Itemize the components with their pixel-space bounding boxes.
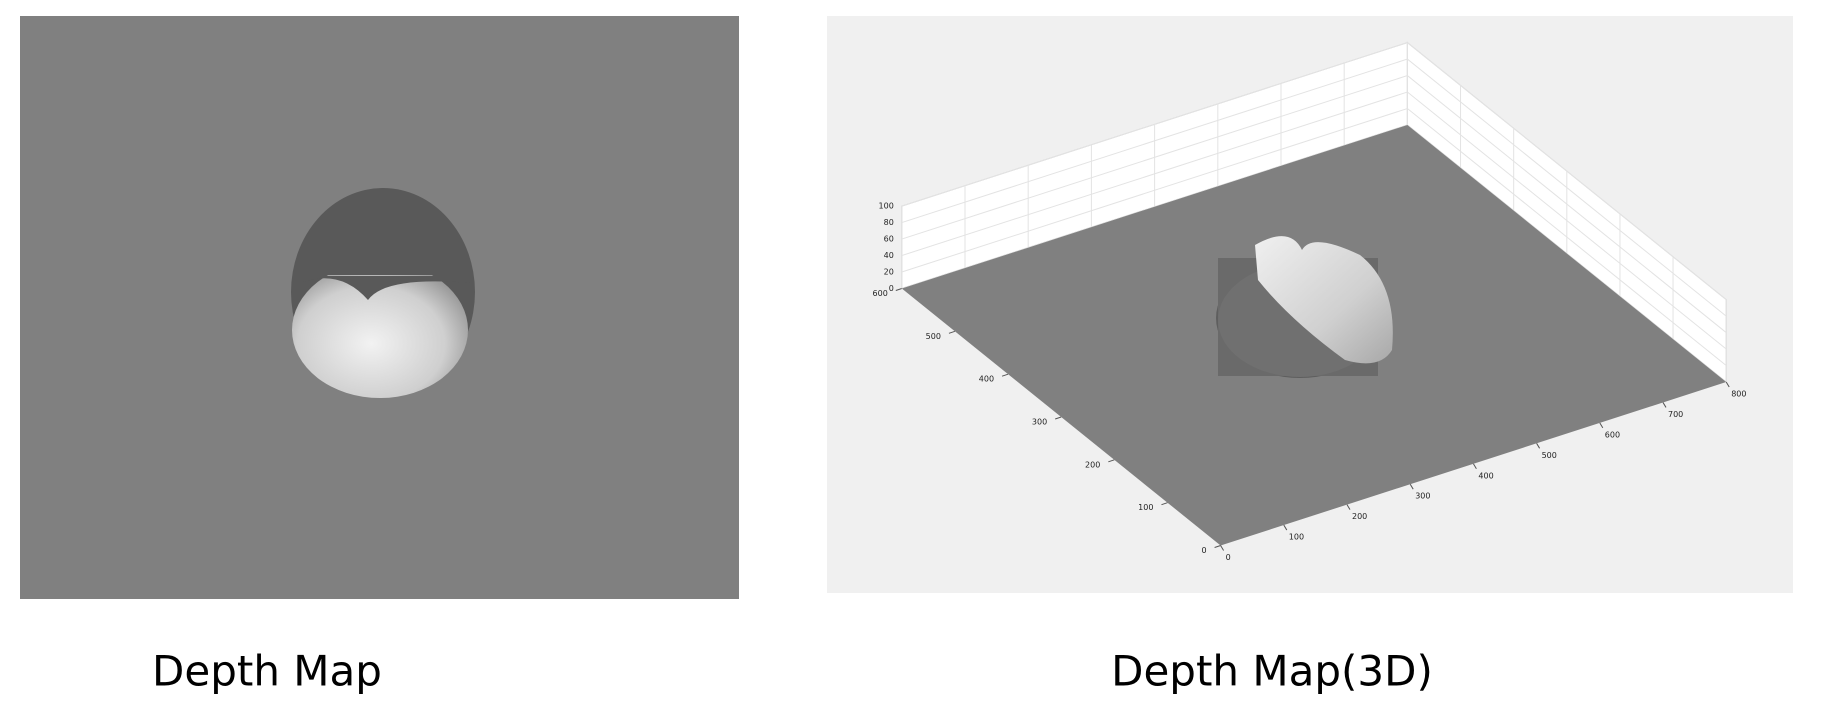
z-tick-label: 60 <box>884 235 894 244</box>
tick-mark <box>1283 524 1288 531</box>
x-tick-label: 700 <box>1668 410 1683 419</box>
y-tick-label: 300 <box>1032 418 1047 427</box>
tick-mark <box>1536 443 1541 449</box>
tick-mark <box>1599 422 1604 429</box>
y-tick-label: 500 <box>926 332 941 341</box>
tick-mark <box>1055 416 1062 420</box>
x-tick-label: 400 <box>1478 471 1493 480</box>
surface-plot: 0100200300400500600700800010020030040050… <box>873 41 1746 562</box>
tick-mark <box>1662 402 1667 408</box>
caption: Depth Map <box>152 647 382 696</box>
y-tick-label: 0 <box>1202 546 1207 555</box>
face-surface <box>292 275 468 398</box>
z-tick-label: 40 <box>884 251 894 260</box>
tick-mark <box>895 288 902 291</box>
tick-mark <box>1108 459 1115 463</box>
grid-line <box>901 58 1727 317</box>
caption: Depth Map(3D) <box>1111 647 1433 696</box>
grid-line <box>901 75 1727 333</box>
y-tick-label: 400 <box>979 375 994 384</box>
x-tick-label: 500 <box>1542 451 1557 460</box>
z-tick-label: 80 <box>884 218 894 227</box>
face-surface <box>1255 236 1393 364</box>
tick-mark <box>948 330 956 334</box>
tick-mark <box>1472 463 1477 470</box>
tick-mark <box>1161 502 1168 506</box>
x-tick-label: 600 <box>1605 430 1620 439</box>
tick-mark <box>1725 381 1730 388</box>
y-tick-label: 200 <box>1085 460 1100 469</box>
y-tick-label: 100 <box>1138 503 1153 512</box>
z-tick-label: 100 <box>879 202 894 211</box>
x-tick-label: 300 <box>1415 492 1430 501</box>
y-tick-label: 600 <box>873 289 888 298</box>
x-tick-label: 0 <box>1226 553 1231 562</box>
tick-mark <box>1409 483 1414 490</box>
z-tick-label: 20 <box>884 268 894 277</box>
x-tick-label: 100 <box>1289 533 1304 542</box>
grid-line <box>901 91 1727 350</box>
grid-line <box>901 42 1727 300</box>
x-tick-label: 200 <box>1352 512 1367 521</box>
grid-line <box>901 107 1727 366</box>
tick-mark <box>1214 545 1221 548</box>
face-edge <box>300 276 470 300</box>
tick-mark <box>1001 373 1009 377</box>
x-tick-label: 800 <box>1731 390 1746 399</box>
tick-mark <box>1346 504 1351 510</box>
tick-mark <box>1220 545 1225 551</box>
z-tick-label: 0 <box>889 284 894 293</box>
